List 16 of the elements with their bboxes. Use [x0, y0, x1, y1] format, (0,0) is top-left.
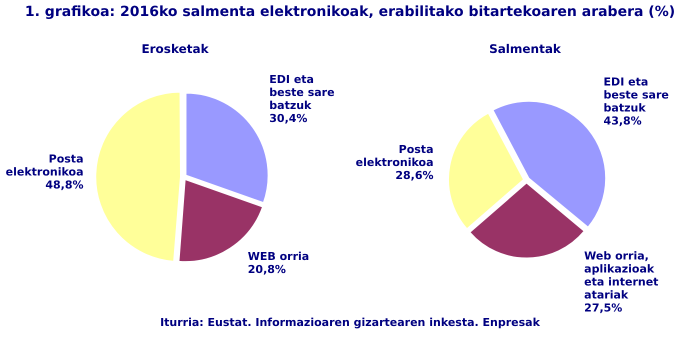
data-label: 48,8% [45, 178, 84, 192]
slice-label: Posta elektronikoa [356, 143, 434, 170]
data-label: 28,6% [395, 169, 434, 182]
slice-label: EDI eta beste sare batzuk [269, 73, 335, 112]
chart-subtitle: Erosketak [140, 42, 210, 56]
chart-title: 1. grafikoa: 2016ko salmenta elektronikoak, erabilitako bitartekoaren arabera (%) [24, 4, 676, 20]
slice-label: Web orria, aplikazioak eta internet atariak [584, 249, 658, 302]
data-label: 43,8% [604, 114, 642, 128]
data-label: 30,4% [269, 112, 308, 126]
data-label: 20,8% [248, 263, 286, 276]
slice-label: EDI eta beste sare batzuk [604, 76, 669, 115]
data-label: 27,5% [584, 301, 622, 314]
slice-label: Posta elektronikoa [6, 152, 84, 178]
slice-label: WEB orria [248, 250, 310, 264]
text: Iturria: Eustat. Informazioaren gizartearen inkesta. Enpresak [159, 316, 541, 329]
chart-subtitle: Salmentak [488, 42, 562, 56]
